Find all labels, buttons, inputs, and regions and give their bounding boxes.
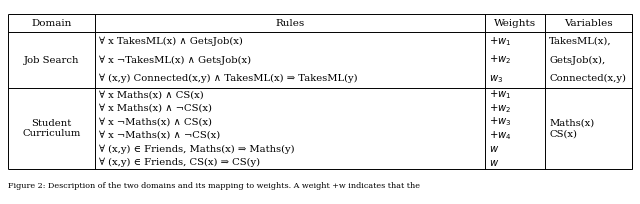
- Text: Curriculum: Curriculum: [22, 129, 81, 138]
- Text: ∀ (x,y) Connected(x,y) ∧ TakesML(x) ⇒ TakesML(y): ∀ (x,y) Connected(x,y) ∧ TakesML(x) ⇒ Ta…: [99, 74, 357, 83]
- Text: ∀ x TakesML(x) ∧ GetsJob(x): ∀ x TakesML(x) ∧ GetsJob(x): [99, 37, 243, 46]
- Text: $+w_{2}$: $+w_{2}$: [489, 54, 511, 67]
- Text: $+w_{2}$: $+w_{2}$: [489, 102, 511, 115]
- Text: ∀ x ¬Maths(x) ∧ ¬CS(x): ∀ x ¬Maths(x) ∧ ¬CS(x): [99, 131, 220, 140]
- Text: ∀ x ¬Maths(x) ∧ CS(x): ∀ x ¬Maths(x) ∧ CS(x): [99, 117, 212, 126]
- Text: Weights: Weights: [494, 19, 536, 28]
- Text: ∀ x ¬TakesML(x) ∧ GetsJob(x): ∀ x ¬TakesML(x) ∧ GetsJob(x): [99, 55, 251, 65]
- Text: Job Search: Job Search: [24, 55, 79, 64]
- Text: $w$: $w$: [489, 157, 499, 167]
- Text: Maths(x): Maths(x): [549, 118, 595, 127]
- Text: $w_{3}$: $w_{3}$: [489, 73, 503, 84]
- Text: ∀ x Maths(x) ∧ CS(x): ∀ x Maths(x) ∧ CS(x): [99, 90, 204, 99]
- Text: $+w_{3}$: $+w_{3}$: [489, 115, 511, 128]
- Text: Connected(x,y): Connected(x,y): [549, 74, 626, 83]
- Text: ∀ x Maths(x) ∧ ¬CS(x): ∀ x Maths(x) ∧ ¬CS(x): [99, 104, 212, 113]
- Text: ∀ (x,y) ∈ Friends, Maths(x) ⇒ Maths(y): ∀ (x,y) ∈ Friends, Maths(x) ⇒ Maths(y): [99, 144, 294, 154]
- Text: CS(x): CS(x): [549, 130, 577, 139]
- Text: Domain: Domain: [31, 19, 72, 28]
- Text: $w$: $w$: [489, 144, 499, 154]
- Text: $+w_{1}$: $+w_{1}$: [489, 35, 511, 48]
- Text: TakesML(x),: TakesML(x),: [549, 37, 612, 46]
- Text: Student: Student: [31, 119, 71, 128]
- Text: $+w_{1}$: $+w_{1}$: [489, 88, 511, 101]
- Text: Figure 2: Description of the two domains and its mapping to weights. A weight +w: Figure 2: Description of the two domains…: [8, 182, 420, 190]
- Text: Variables: Variables: [564, 19, 613, 28]
- Text: ∀ (x,y) ∈ Friends, CS(x) ⇒ CS(y): ∀ (x,y) ∈ Friends, CS(x) ⇒ CS(y): [99, 158, 260, 167]
- Text: Rules: Rules: [275, 19, 305, 28]
- Text: $+w_{4}$: $+w_{4}$: [489, 129, 511, 142]
- Text: GetsJob(x),: GetsJob(x),: [549, 55, 605, 65]
